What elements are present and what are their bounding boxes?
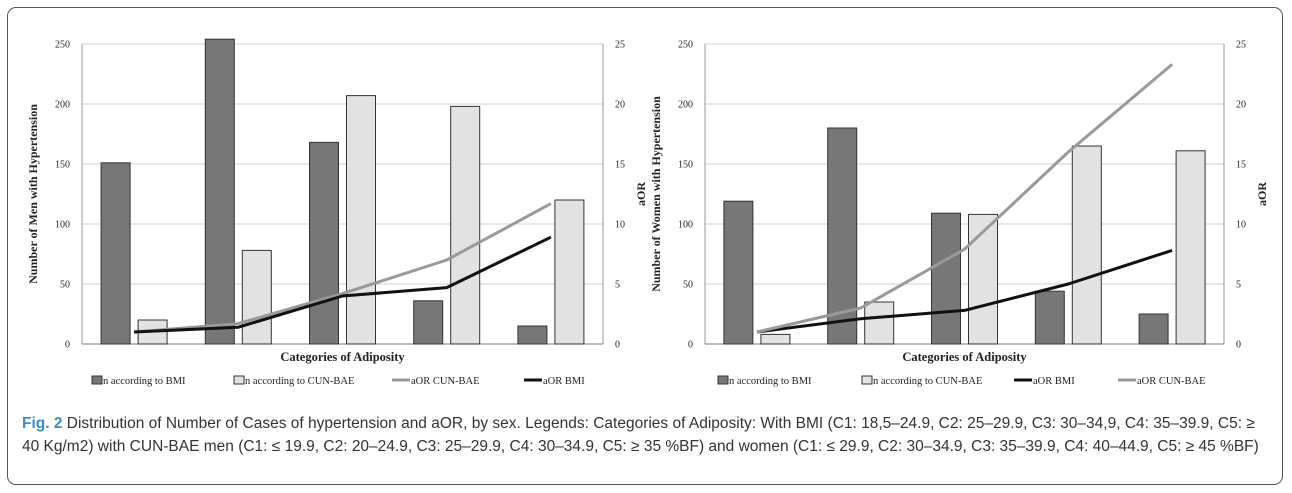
y-tick-label: 50 [60, 280, 70, 291]
legend-swatch [233, 375, 245, 385]
y-tick-label: 250 [678, 40, 693, 51]
y-tick-label: 200 [55, 100, 70, 111]
y2-tick-label: 0 [1236, 340, 1241, 351]
line-aor-bmi [756, 248, 1173, 334]
bar-bmi [100, 162, 131, 345]
figure-frame [7, 7, 1283, 485]
y2-tick-label: 5 [615, 280, 620, 291]
y-axis-title: Number of Men with Hypertension [26, 104, 40, 284]
legend-label: aOR CUN-BAE [411, 376, 480, 387]
legend-swatch [861, 375, 873, 385]
y-tick-label: 0 [688, 340, 693, 351]
caption-label: Fig. 2 [22, 415, 63, 432]
bar-bmi [413, 300, 444, 345]
legend-label: n according to BMI [729, 376, 812, 387]
bar-cunbae [968, 213, 998, 345]
bar-bmi [1138, 313, 1169, 345]
bar-bmi [309, 141, 339, 345]
bar-cunbae [241, 249, 272, 345]
bar-bmi [723, 200, 754, 345]
legend-swatch [91, 375, 103, 385]
bar-cunbae [346, 95, 376, 345]
y2-axis-title: aOR [634, 182, 648, 206]
figure-caption: Fig. 2 Distribution of Number of Cases o… [22, 412, 1272, 458]
y-axis-title: Number of Women with Hypertension [649, 96, 663, 292]
y2-tick-label: 5 [1236, 280, 1241, 291]
y-tick-label: 100 [55, 220, 70, 231]
legend-label: n according to CUN-BAE [245, 376, 354, 387]
legend-label: n according to BMI [103, 376, 186, 387]
legend-label: aOR CUN-BAE [1137, 376, 1206, 387]
bar-cunbae [554, 199, 585, 345]
y-tick-label: 100 [678, 220, 693, 231]
legend-label: aOR BMI [543, 376, 585, 387]
y-tick-label: 200 [678, 100, 693, 111]
chart-men: 0 50 100 150 200 250 0 5 10 15 20 25 Number of Men w… [26, 38, 648, 387]
y-tick-label: 0 [65, 340, 70, 351]
y2-tick-label: 25 [615, 40, 625, 51]
bar-bmi [1034, 290, 1065, 345]
y2-tick-label: 20 [1236, 100, 1246, 111]
legend-label: n according to CUN-BAE [873, 376, 982, 387]
bar-bmi [827, 127, 858, 345]
y2-tick-label: 25 [1236, 40, 1246, 51]
chart-women: 0 50 100 150 200 250 0 5 10 15 20 25 Number of Women… [649, 40, 1269, 388]
bar-cunbae [760, 333, 791, 345]
bar-bmi [931, 212, 961, 345]
y2-tick-label: 15 [615, 160, 625, 171]
legend-swatch [717, 375, 729, 385]
y-tick-label: 250 [55, 40, 70, 51]
caption-text: Distribution of Number of Cases of hyper… [22, 415, 1259, 455]
y-tick-label: 150 [678, 160, 693, 171]
bar-cunbae [1175, 150, 1206, 345]
x-axis-title: Categories of Adiposity [280, 350, 405, 364]
y2-axis-title: aOR [1255, 182, 1269, 206]
bar-bmi [204, 38, 235, 345]
y2-tick-label: 20 [615, 100, 625, 111]
y2-tick-label: 10 [615, 220, 625, 231]
line-aor-cun-bae [133, 202, 552, 334]
legend-label: aOR BMI [1033, 376, 1075, 387]
x-axis-title: Categories of Adiposity [902, 350, 1027, 364]
line-aor-bmi [134, 235, 552, 334]
line-aor-cun-bae [756, 63, 1174, 334]
bar-cunbae [1071, 145, 1102, 345]
bar-bmi [517, 325, 548, 345]
y2-tick-label: 10 [1236, 220, 1246, 231]
y-tick-label: 150 [55, 160, 70, 171]
bar-cunbae [450, 105, 481, 345]
y2-tick-label: 0 [615, 340, 620, 351]
y-tick-label: 50 [683, 280, 693, 291]
bar-cunbae [864, 301, 895, 345]
y2-tick-label: 15 [1236, 160, 1246, 171]
